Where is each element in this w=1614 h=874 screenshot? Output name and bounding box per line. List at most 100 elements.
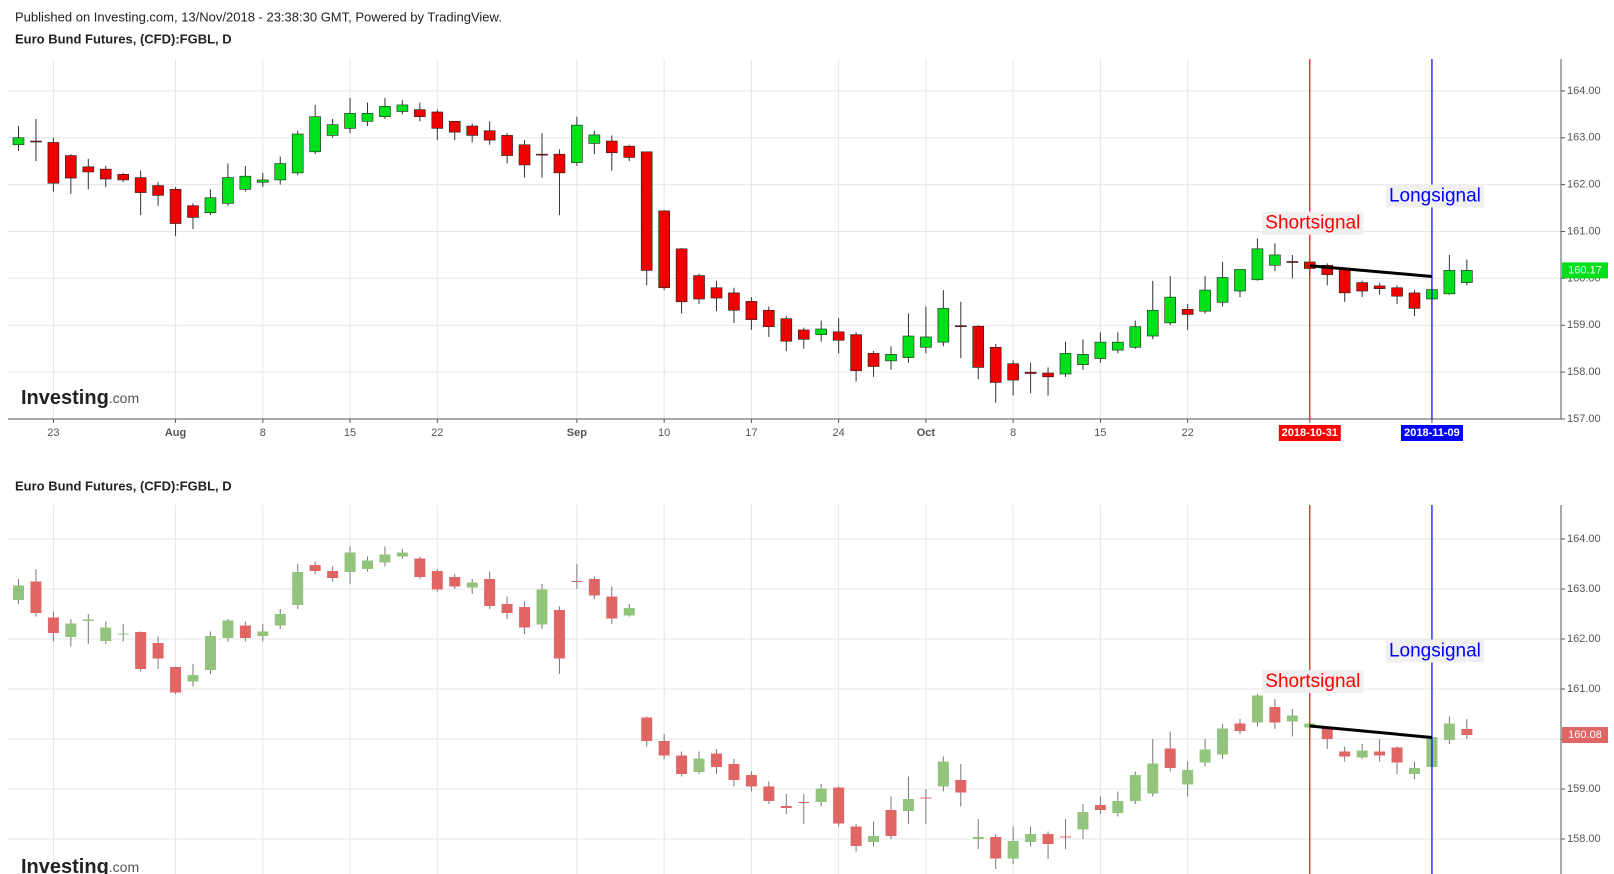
candle-body	[204, 197, 217, 214]
candle-body	[711, 753, 722, 767]
candle-body	[1269, 707, 1281, 723]
candle-body	[309, 565, 321, 571]
candle-body	[362, 560, 373, 569]
candle-body	[588, 579, 600, 596]
candle-body	[1077, 354, 1089, 365]
candle-body	[135, 632, 147, 669]
candle-body	[815, 328, 828, 335]
x-tick-label: Sep	[567, 427, 587, 439]
candle-body	[1042, 372, 1054, 378]
candle-body	[571, 124, 583, 163]
signal-label-bg	[1385, 639, 1484, 663]
candle-body	[920, 336, 932, 348]
candle-body	[431, 111, 444, 129]
candle-body	[1024, 371, 1037, 374]
candle-body	[1112, 801, 1124, 813]
candle-body	[1391, 287, 1403, 297]
candle-body	[1374, 751, 1386, 756]
chart-panel: 158.00159.00160.00161.00162.00163.00164.…	[8, 505, 1608, 874]
candle-body	[536, 153, 548, 156]
candle-body	[1164, 296, 1176, 324]
candle-body	[675, 248, 688, 303]
candle-body	[920, 797, 932, 799]
candle-body	[745, 775, 757, 787]
candle-body	[693, 275, 705, 300]
signal-label: Longsignal	[1389, 641, 1481, 662]
candle-body	[623, 608, 635, 616]
candle-body	[954, 325, 967, 328]
candle-body	[152, 643, 164, 659]
candle-body	[1077, 812, 1089, 830]
candle-body	[553, 153, 566, 174]
candle-body	[1251, 248, 1264, 281]
candle-body	[65, 623, 77, 637]
date-marker-box	[1400, 425, 1463, 441]
y-tick-label: 161.00	[1567, 683, 1601, 695]
y-tick-label: 157.00	[1567, 413, 1601, 425]
candle-body	[1007, 841, 1019, 859]
candle-body	[1339, 751, 1351, 757]
candle-body	[1007, 363, 1019, 381]
candle-body	[484, 579, 496, 606]
candle-body	[658, 210, 670, 289]
candle-body	[780, 806, 792, 808]
candle-body	[170, 667, 182, 693]
candle-body	[501, 604, 513, 613]
candle-body	[1321, 264, 1334, 275]
x-tick-label: 8	[260, 427, 266, 439]
signal-label-bg	[1262, 670, 1364, 694]
chart-title: Euro Bund Futures, (CFD):FGBL, D	[15, 478, 232, 493]
signal-label-bg	[1262, 211, 1364, 235]
candle-body	[1373, 285, 1386, 289]
candle-body	[1461, 270, 1473, 283]
x-tick-label: 15	[1094, 427, 1106, 439]
watermark: Investing.com	[21, 856, 139, 874]
candle-body	[1129, 326, 1142, 348]
candle-body	[955, 780, 967, 793]
candle-body	[134, 177, 147, 193]
candle-body	[30, 581, 42, 613]
candle-body	[100, 627, 112, 641]
watermark: Investing.com	[21, 387, 139, 409]
candle-body	[623, 145, 636, 158]
trendline	[1309, 264, 1433, 278]
candle-body	[1094, 805, 1106, 810]
x-tick-label: 8	[1010, 427, 1016, 439]
candle-body	[588, 134, 601, 144]
candle-body	[728, 764, 740, 780]
x-tick-label: 24	[833, 427, 845, 439]
candle-body	[1443, 270, 1456, 295]
candle-body	[1199, 749, 1211, 763]
candle-body	[309, 116, 321, 153]
candle-body	[1060, 836, 1071, 838]
candle-body	[117, 174, 129, 181]
candle-body	[902, 335, 915, 358]
candle-body	[676, 755, 688, 774]
candle-body	[1461, 729, 1473, 735]
candle-body	[710, 287, 723, 299]
candle-body	[763, 309, 775, 327]
candle-body	[274, 163, 287, 181]
candle-body	[239, 625, 251, 638]
candle-body	[1094, 341, 1107, 359]
x-tick-label: Aug	[165, 427, 186, 439]
watermark-suffix: .com	[109, 390, 139, 406]
candle-body	[868, 836, 880, 842]
candle-body	[1391, 747, 1403, 763]
candle-body	[256, 179, 269, 183]
candle-body	[239, 175, 252, 190]
candle-body	[519, 607, 531, 628]
published-note: Published on Investing.com, 13/Nov/2018 …	[15, 9, 502, 24]
candle-body	[536, 589, 548, 625]
candle-body	[1286, 261, 1299, 263]
candle-body	[466, 125, 479, 136]
candle-body	[292, 572, 304, 605]
candle-body	[815, 788, 827, 802]
candle-body	[12, 137, 25, 146]
candle-body	[361, 113, 374, 122]
candle-body	[763, 786, 775, 801]
candle-body	[990, 837, 1002, 859]
x-tick-label: Oct	[917, 427, 936, 439]
candle-body	[344, 552, 356, 572]
candle-body	[117, 633, 129, 635]
